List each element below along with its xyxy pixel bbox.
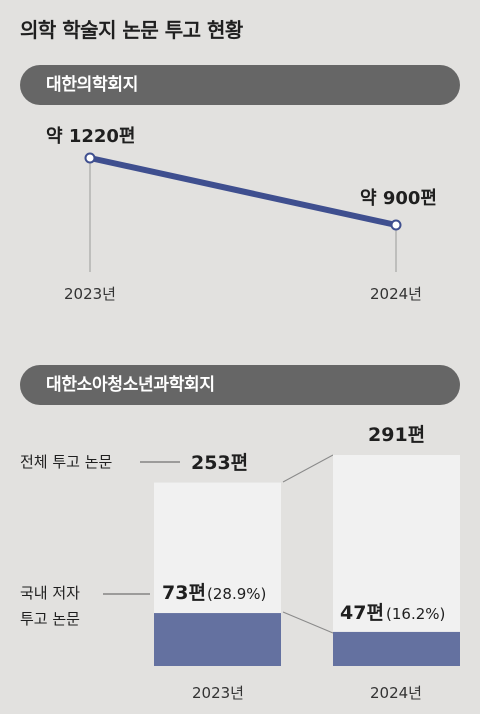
label-total-2024: 291편 bbox=[368, 424, 425, 446]
data-point-2024 bbox=[390, 219, 402, 231]
label-domestic-2023-pct: (28.9%) bbox=[207, 585, 266, 603]
section-header-kjms: 대한의학회지 bbox=[20, 65, 460, 105]
x-tick-2023: 2023년 bbox=[64, 285, 116, 303]
legend-domestic-line2: 투고 논문 bbox=[20, 610, 80, 628]
data-label-2023: 약 1220편 bbox=[46, 125, 135, 147]
legend-total: 전체 투고 논문 bbox=[20, 453, 113, 471]
data-label-2024: 약 900편 bbox=[360, 187, 437, 209]
bar-x-tick-2024: 2024년 bbox=[370, 684, 422, 702]
series-line bbox=[87, 155, 399, 228]
label-domestic-2024-pct: (16.2%) bbox=[386, 605, 445, 623]
x-tick-2024: 2024년 bbox=[370, 285, 422, 303]
bar-total-2024 bbox=[333, 455, 460, 666]
bar-x-tick-2023: 2023년 bbox=[192, 684, 244, 702]
section-header-cep: 대한소아청소년과학회지 bbox=[20, 365, 460, 405]
connector-top bbox=[282, 454, 334, 483]
label-domestic-2024: 47편 bbox=[340, 602, 384, 624]
legend-domestic-line1: 국내 저자 bbox=[20, 584, 80, 602]
label-total-2023: 253편 bbox=[191, 452, 248, 474]
connector-bottom bbox=[282, 611, 334, 634]
label-domestic-2023: 73편 bbox=[162, 582, 206, 604]
page-title: 의학 학술지 논문 투고 현황 bbox=[20, 18, 243, 42]
data-point-2023 bbox=[84, 152, 96, 164]
bar-domestic-2024 bbox=[333, 631, 460, 666]
bar-domestic-2023 bbox=[154, 613, 281, 666]
